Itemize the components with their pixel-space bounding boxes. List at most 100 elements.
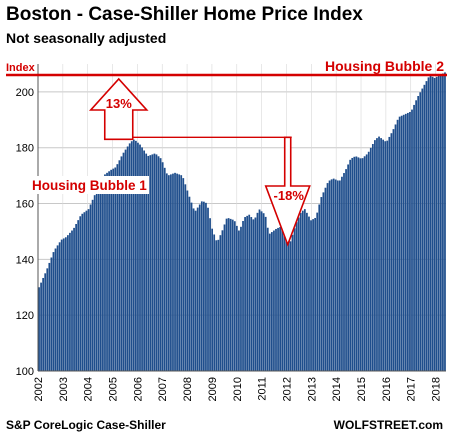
down-arrow xyxy=(264,136,311,247)
x-tick-label-2005: 2005 xyxy=(108,377,120,401)
bubble1-label-bg xyxy=(30,176,149,194)
bar xyxy=(104,174,106,371)
x-tick-label-2010: 2010 xyxy=(232,377,244,401)
index-label: Index xyxy=(6,62,36,74)
bar xyxy=(97,185,100,371)
bar xyxy=(435,76,438,372)
bar xyxy=(365,154,368,371)
bar xyxy=(330,179,333,371)
bar xyxy=(380,138,382,371)
bar xyxy=(110,169,113,371)
bar xyxy=(343,173,345,371)
bar xyxy=(306,212,308,371)
bar xyxy=(303,209,306,371)
bar xyxy=(374,140,376,371)
bar xyxy=(89,204,92,371)
bar xyxy=(223,224,226,371)
bar xyxy=(198,204,201,371)
bar xyxy=(235,225,238,371)
bar xyxy=(316,212,319,371)
y-tick-label-140: 140 xyxy=(16,254,34,266)
bar xyxy=(188,196,191,371)
source-credit: S&P CoreLogic Case-Shiller xyxy=(6,418,166,432)
bar xyxy=(233,221,236,371)
bar xyxy=(400,115,403,371)
bar-series xyxy=(38,72,446,372)
bar xyxy=(56,245,59,371)
bar xyxy=(423,84,426,371)
bar xyxy=(363,156,366,371)
bar xyxy=(213,234,216,371)
bar xyxy=(202,201,205,371)
bar xyxy=(194,210,197,371)
bar xyxy=(336,180,339,371)
bar xyxy=(425,81,428,371)
watermark: WOLFSTREET.com xyxy=(333,418,443,432)
bar xyxy=(95,190,98,371)
bar xyxy=(338,180,341,371)
bar xyxy=(167,175,170,371)
bar xyxy=(71,230,73,371)
bar xyxy=(301,210,304,371)
bar xyxy=(200,201,203,371)
bar xyxy=(248,214,251,371)
up-arrow xyxy=(88,77,149,141)
bar xyxy=(85,210,88,371)
bar xyxy=(238,230,240,371)
bar xyxy=(419,92,422,371)
bar xyxy=(116,164,119,371)
bar xyxy=(371,144,374,371)
x-tick-label-2007: 2007 xyxy=(157,377,169,401)
bar xyxy=(147,155,150,371)
bar xyxy=(369,147,372,371)
x-tick-label-2014: 2014 xyxy=(331,377,343,401)
bar xyxy=(444,72,446,372)
bar xyxy=(328,180,331,371)
bar xyxy=(112,168,115,371)
bar xyxy=(287,238,290,371)
bar xyxy=(266,227,269,371)
y-tick-label-200: 200 xyxy=(16,87,34,99)
bar xyxy=(417,96,420,371)
bar xyxy=(227,218,230,371)
bar xyxy=(413,104,415,371)
bar xyxy=(42,277,45,371)
bar xyxy=(442,73,444,372)
bar xyxy=(209,218,211,371)
bar xyxy=(62,238,65,371)
bar xyxy=(137,142,139,371)
bar xyxy=(99,181,102,371)
x-tick-label-2017: 2017 xyxy=(406,377,418,401)
bar xyxy=(48,262,51,371)
bar xyxy=(260,211,263,371)
bar xyxy=(58,242,61,371)
bar xyxy=(134,140,137,371)
bar xyxy=(124,149,127,371)
bar xyxy=(355,156,358,371)
bar xyxy=(357,157,360,371)
bar xyxy=(349,159,352,371)
bar xyxy=(256,212,259,371)
bar xyxy=(182,178,185,371)
bar xyxy=(322,192,325,371)
bar xyxy=(174,172,176,371)
bar xyxy=(396,119,399,372)
bar xyxy=(244,217,246,371)
bar xyxy=(170,174,172,371)
bar xyxy=(273,230,275,371)
bar xyxy=(332,178,335,371)
bar xyxy=(93,195,96,371)
bar xyxy=(289,241,292,371)
x-tick-label-2006: 2006 xyxy=(132,377,144,401)
bar xyxy=(161,162,164,371)
bar xyxy=(411,109,413,372)
y-tick-label-160: 160 xyxy=(16,199,34,211)
bar xyxy=(157,156,160,371)
bar xyxy=(219,235,222,371)
bar xyxy=(279,226,282,371)
bar xyxy=(314,217,317,371)
bar xyxy=(151,154,154,371)
y-tick-labels: 100 120 140 160 180 200 xyxy=(16,87,34,378)
bar xyxy=(172,173,174,371)
bar xyxy=(275,228,277,371)
